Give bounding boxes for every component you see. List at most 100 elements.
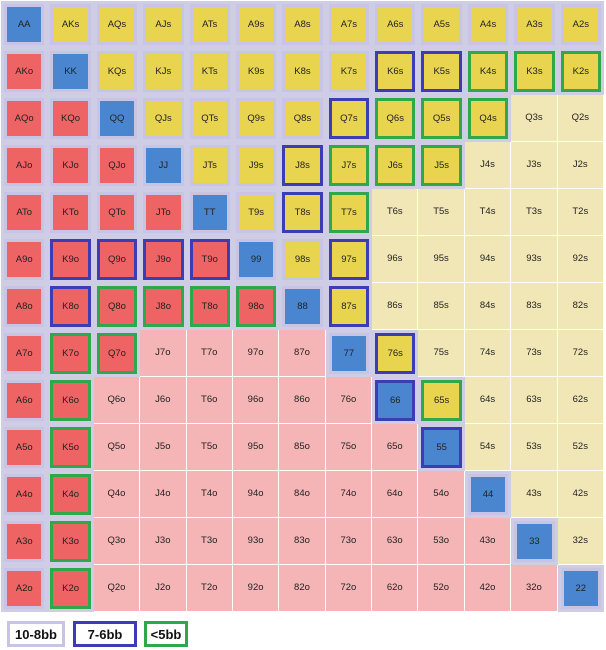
hand-label: KTo [50,192,91,233]
hand-cell: J4o [140,471,187,518]
hand-label: Q6s [375,98,416,139]
hand-label: T3o [201,535,218,547]
hand-cell: J6o [140,377,187,424]
hand-label: 32o [525,582,542,594]
hand-cell: Q8s [279,95,325,142]
hand-label: T2s [572,206,589,218]
hand-label: A7s [328,4,370,45]
hand-cell: 75o [325,424,373,471]
hand-cell: AA [1,1,47,48]
hand-cell: J3o [140,518,187,565]
hand-label: AJs [143,4,184,45]
hand-cell: 42s [557,471,604,518]
hand-label: J8s [282,145,323,186]
hand-label: Q3s [525,112,543,124]
hand-label: 92o [247,582,264,594]
hand-cell: 73o [325,518,373,565]
hand-label: TT [189,192,230,233]
hand-cell: 95s [418,236,465,283]
hand-cell: T8o [187,283,233,330]
hand-cell: T9s [233,189,279,236]
hand-cell: 43s [511,471,558,518]
hand-cell: T4s [464,189,512,236]
hand-cell: 77 [326,330,372,377]
hand-label: K7s [328,51,370,92]
hand-label: 22 [560,568,601,609]
hand-cell: 94s [464,236,512,283]
hand-cell: JJ [140,142,186,189]
hand-cell: 53s [511,424,558,471]
hand-cell: K3s [511,48,557,95]
hand-label: K8o [50,286,91,327]
hand-cell: 97o [232,330,280,377]
hand-cell: Q2o [93,565,141,612]
hand-label: 53s [526,441,542,453]
hand-cell: K6o [47,377,93,424]
hand-label: T6o [201,394,218,406]
hand-label: AKo [4,51,45,92]
hand-label: Q4o [107,488,126,500]
hand-label: A4o [4,474,45,515]
hand-cell: J9o [140,236,186,283]
hand-cell: T9o [187,236,233,283]
hand-label: 72o [340,582,357,594]
hand-label: J4s [480,159,495,171]
hand-cell: 32s [557,518,604,565]
hand-cell: T5o [186,424,233,471]
hand-label: 63s [526,394,542,406]
hand-cell: K4o [47,471,93,518]
hand-cell: KK [47,48,93,95]
hand-cell: 72s [557,330,604,377]
hand-cell: T6o [186,377,233,424]
hand-label: 83o [294,535,310,547]
hand-cell: K9o [47,236,93,283]
hand-label: 98o [235,286,277,327]
hand-label: K3o [50,521,91,562]
hand-label: 93s [526,253,542,265]
hand-cell: 73s [511,330,558,377]
hand-label: KTs [189,51,230,92]
hand-cell: K3o [47,518,93,565]
hand-cell: 54s [464,424,512,471]
hand-cell: 74o [325,471,373,518]
hand-label: 62s [572,394,588,406]
hand-label: 82s [572,300,588,312]
hand-cell: 96s [372,236,419,283]
hand-label: ATs [189,4,230,45]
hand-cell: 83s [511,283,558,330]
hand-label: A3o [4,521,45,562]
hand-cell: 76o [325,377,373,424]
hand-range-grid: AA AKs AQs AJs ATs A9s A8s A7s A6s A5s A4s A3s A2s AK… [1,1,604,612]
hand-label: J5o [155,441,171,453]
hand-cell: 63o [372,518,419,565]
hand-label: J5s [421,145,462,186]
hand-cell: J5o [140,424,187,471]
hand-label: KQo [50,98,91,139]
hand-label: 65o [386,441,403,453]
hand-cell: 55 [418,424,464,471]
hand-cell: AKs [47,1,93,48]
hand-cell: K7o [47,330,93,377]
hand-cell: 64o [372,471,419,518]
hand-cell: Q7s [326,95,372,142]
hand-cell: J2s [557,142,604,189]
hand-cell: 88 [279,283,325,330]
hand-cell: JTs [187,142,233,189]
hand-label: QQ [96,98,138,139]
hand-label: 64s [479,394,496,406]
hand-label: 97s [328,239,370,280]
hand-cell: KJs [140,48,186,95]
hand-label: K4o [50,474,91,515]
hand-label: A6s [375,4,416,45]
hand-cell: A7s [326,1,372,48]
hand-cell: 94o [232,471,280,518]
hand-cell: Q6s [372,95,418,142]
hand-label: 53o [433,535,450,547]
hand-cell: QJo [94,142,140,189]
hand-cell: J3s [511,142,558,189]
hand-cell: QQ [94,95,140,142]
hand-cell: AJs [140,1,186,48]
hand-cell: 96o [232,377,280,424]
hand-label: JJ [143,145,184,186]
hand-label: Q3o [107,535,126,547]
